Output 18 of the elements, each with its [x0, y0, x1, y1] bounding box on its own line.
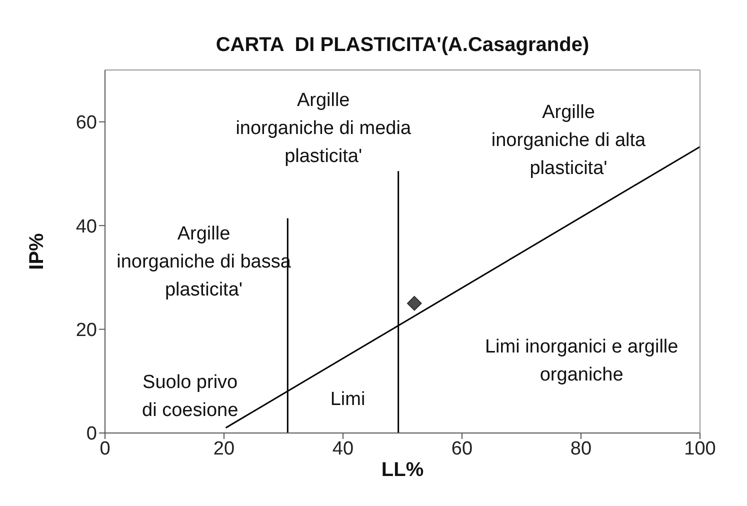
annotation: Limi inorganici e argille organiche: [484, 336, 678, 385]
y-tick-label: 20: [76, 320, 97, 342]
x-tick-label: 60: [451, 438, 473, 460]
x-tick-label: 20: [213, 438, 235, 460]
chart-title: CARTA DI PLASTICITA'(A.Casagrande): [214, 34, 590, 57]
annotation: Suolo privo di coesione: [142, 372, 238, 421]
x-tick-label: 0: [100, 438, 110, 460]
x-tick-label: 40: [332, 438, 354, 460]
annotation: Argille inorganiche di alta plasticita': [491, 102, 646, 179]
annotation: Limi: [330, 388, 366, 410]
x-axis-title: LL%: [381, 459, 424, 481]
y-axis-title: IP%: [26, 232, 48, 270]
y-tick-label: 0: [86, 424, 97, 445]
y-tick-label: 40: [76, 216, 97, 238]
annotation: Argille inorganiche di media plasticita': [236, 90, 412, 167]
y-tick-label: 60: [76, 112, 97, 134]
x-tick-label: 100: [684, 438, 716, 460]
x-tick-label: 80: [570, 438, 592, 460]
